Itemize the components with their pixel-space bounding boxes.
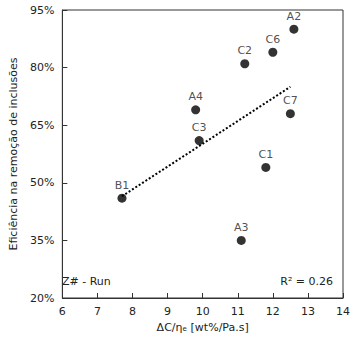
svg-text:A4: A4 [188,90,203,103]
svg-text:10: 10 [196,305,210,318]
svg-text:A3: A3 [234,221,249,234]
svg-text:9: 9 [164,305,171,318]
svg-text:12: 12 [266,305,280,318]
svg-text:8: 8 [129,305,136,318]
svg-text:50%: 50% [30,176,54,189]
svg-text:C6: C6 [265,33,280,46]
svg-text:C3: C3 [192,121,207,134]
svg-text:95%: 95% [30,4,54,17]
svg-text:Z# - Run: Z# - Run [62,275,111,288]
svg-text:C1: C1 [258,148,273,161]
svg-text:6: 6 [59,305,66,318]
svg-text:C2: C2 [237,44,252,57]
svg-text:R² = 0.26: R² = 0.26 [280,275,333,288]
svg-text:20%: 20% [30,292,54,305]
svg-text:35%: 35% [30,234,54,247]
svg-text:13: 13 [301,305,315,318]
svg-text:Eficiência na remoção de inclu: Eficiência na remoção de inclusões [7,57,20,250]
svg-text:80%: 80% [30,61,54,74]
svg-text:A2: A2 [287,10,302,23]
svg-text:65%: 65% [30,119,54,132]
svg-text:14: 14 [336,305,350,318]
svg-text:B1: B1 [115,179,130,192]
svg-text:11: 11 [231,305,245,318]
svg-text:C7: C7 [283,94,298,107]
svg-text:7: 7 [94,305,101,318]
svg-text:ΔC/ηₑ [wt%/Pa.s]: ΔC/ηₑ [wt%/Pa.s] [157,321,249,334]
